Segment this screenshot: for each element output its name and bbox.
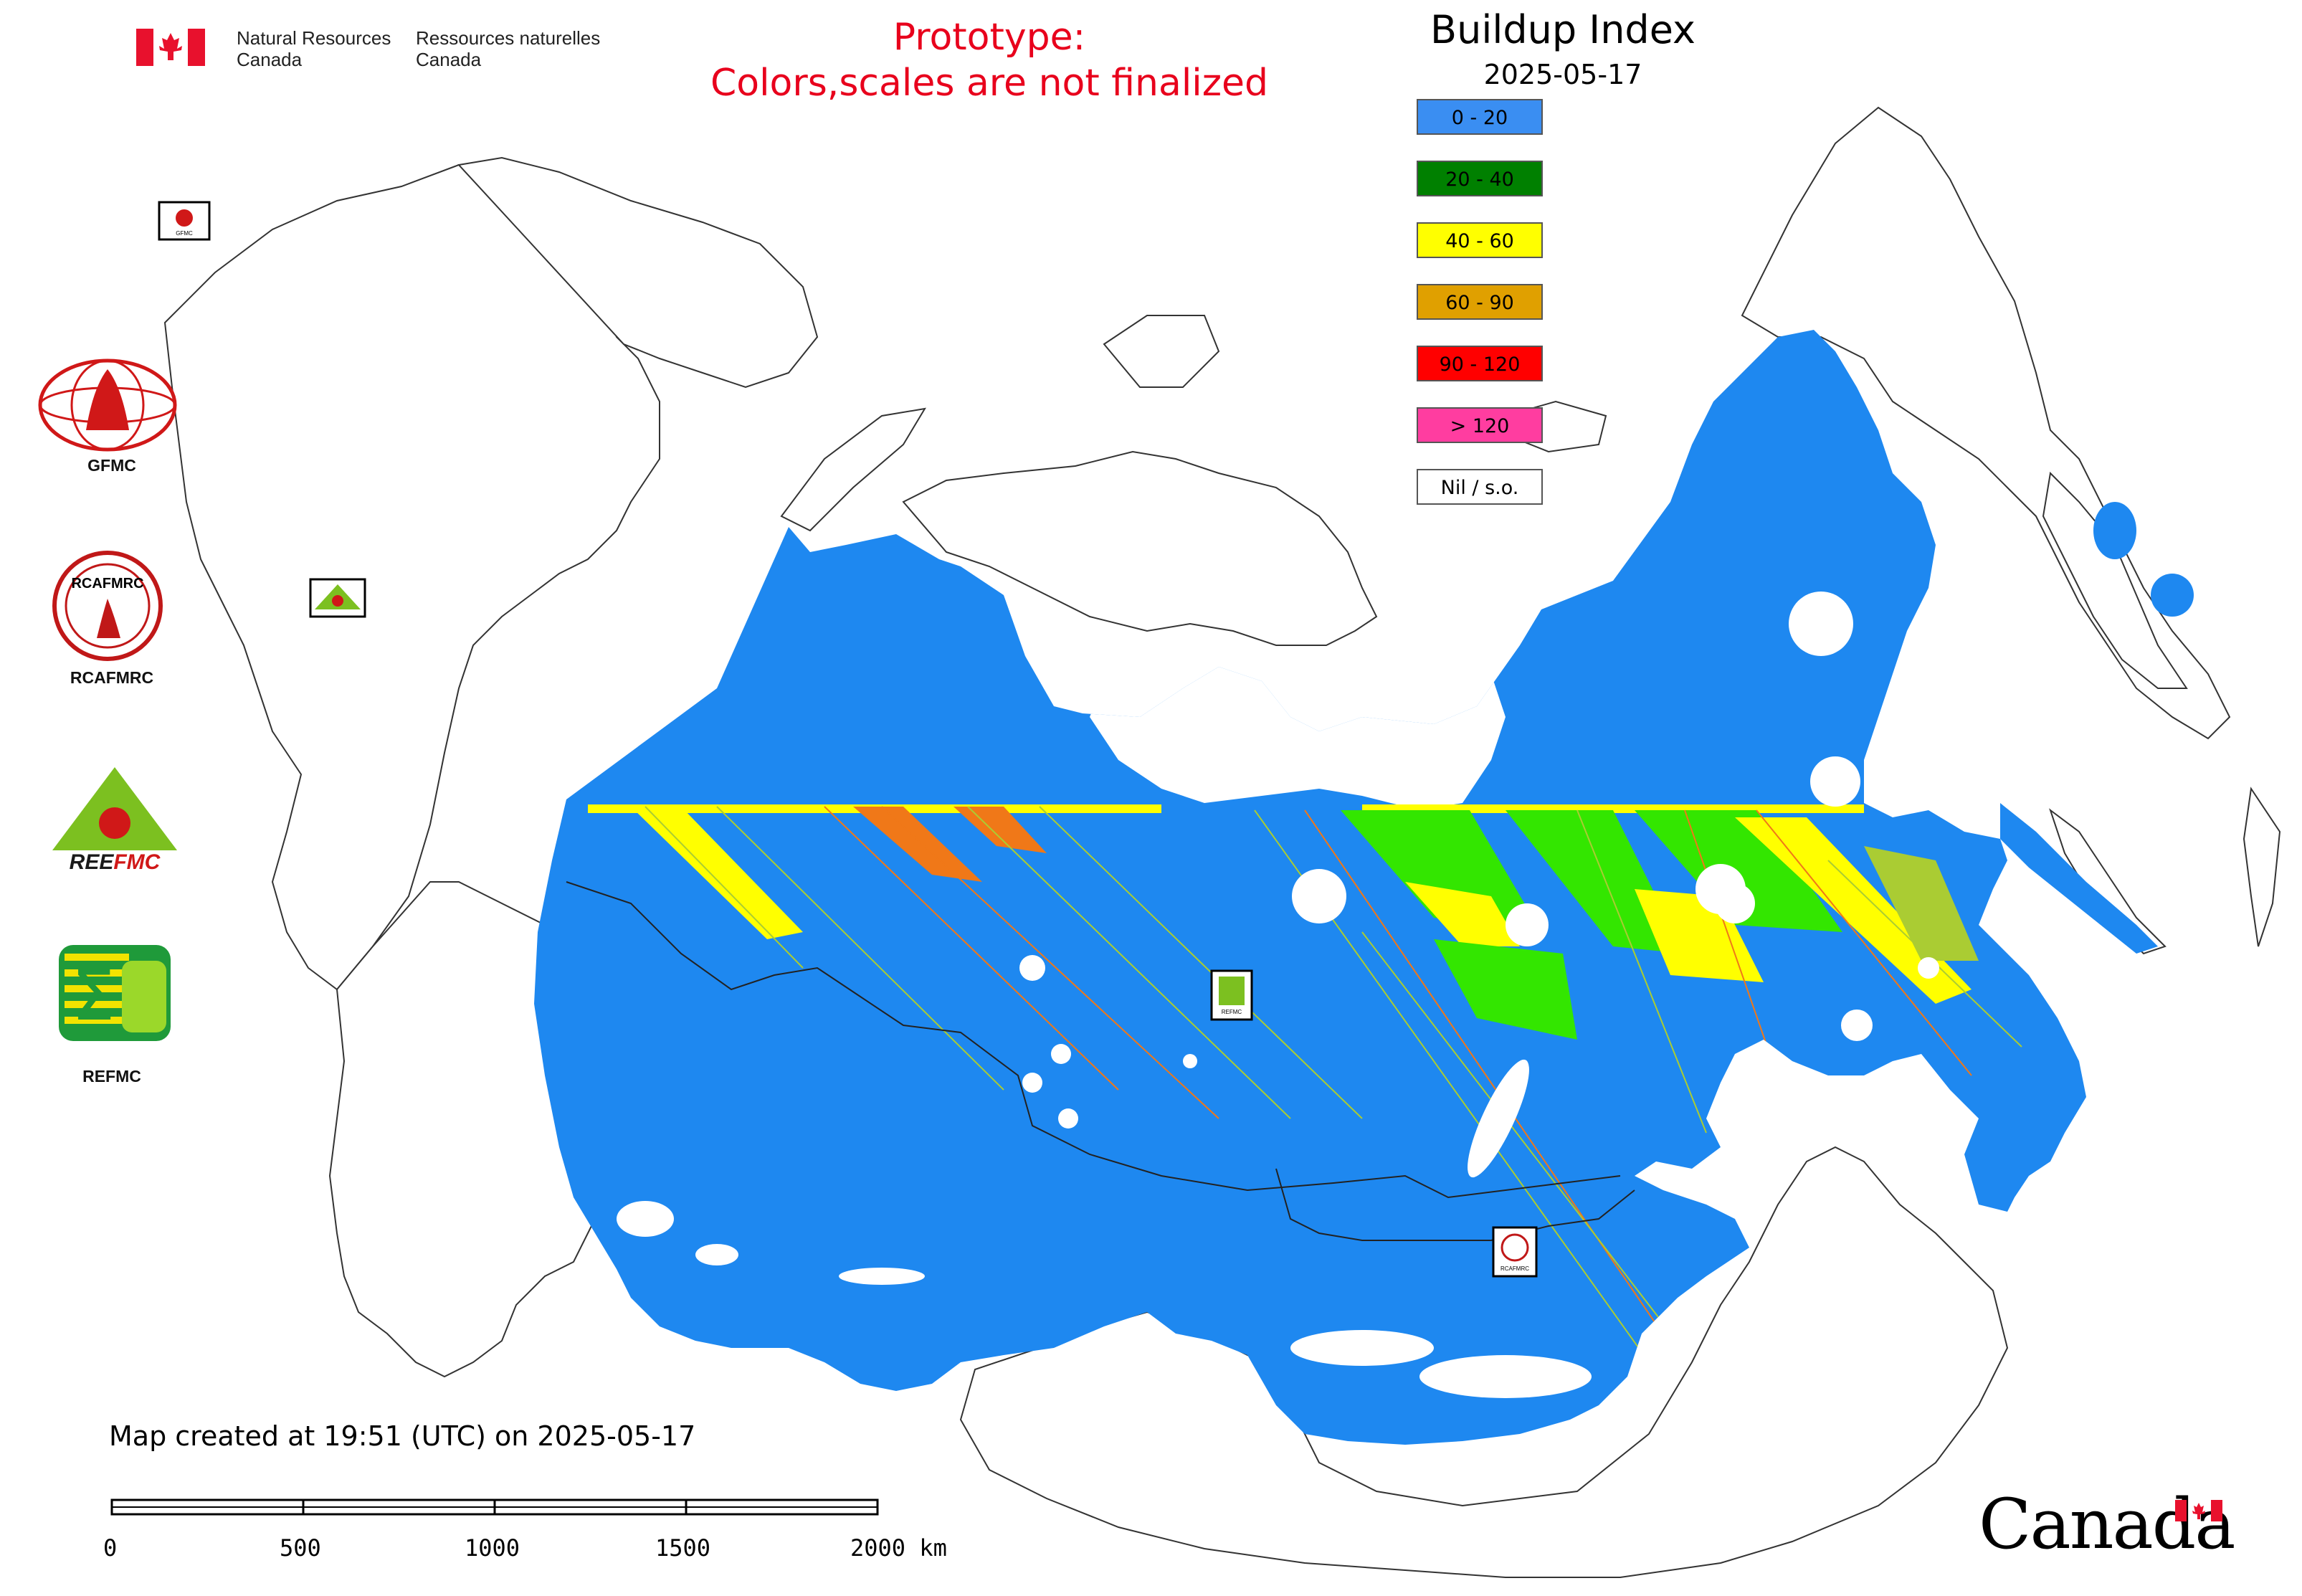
scale-label-1000: 1000 (465, 1534, 520, 1562)
gfmc-label: GFMC (87, 456, 136, 475)
kamchatka-data (2000, 502, 2194, 954)
legend-item-40-60: 40 - 60 (1417, 222, 1543, 258)
legend-item-90-120: 90 - 120 (1417, 346, 1543, 381)
agency-name-fr: Ressources naturelles Canada (416, 27, 617, 70)
rcafmrc-marker[interactable]: RCAFMRC (1492, 1226, 1538, 1278)
europe-outline (328, 881, 596, 1378)
reefmc-wordmark: REEFMC (70, 850, 161, 874)
refmc-marker[interactable]: REFMC (1210, 969, 1253, 1021)
legend-date: 2025-05-17 (1483, 59, 1642, 90)
svg-text:RCAFMRC: RCAFMRC (71, 576, 143, 592)
bui-band (588, 804, 1979, 1040)
legend-item-over-120: > 120 (1417, 407, 1543, 443)
legend-item-60-90: 60 - 90 (1417, 284, 1543, 320)
arctic-islands-outline (1103, 315, 1220, 388)
agency-fr-line1: Ressources naturelles (416, 27, 601, 49)
rcafmrc-label: RCAFMRC (70, 668, 154, 687)
alaska-outline (2242, 787, 2281, 947)
agency-en-line1: Natural Resources (237, 27, 391, 49)
legend-item-nil: Nil / s.o. (1417, 469, 1543, 505)
refmc-label: REFMC (82, 1067, 141, 1086)
gfmc-marker[interactable]: GFMC (158, 201, 211, 241)
prototype-notice: Prototype: Colors,scales are not finaliz… (631, 14, 1348, 106)
svg-text:REFMC: REFMC (1222, 1009, 1242, 1015)
scale-label-0: 0 (103, 1534, 118, 1562)
canada-wordmark: Canada (1979, 1484, 2235, 1564)
svg-text:Σ: Σ (72, 956, 115, 1036)
map-created-timestamp: Map created at 19:51 (UTC) on 2025-05-17 (109, 1420, 696, 1452)
china-outline (959, 1146, 2009, 1578)
agency-name-en: Natural Resources Canada (237, 27, 409, 70)
scale-label-500: 500 (280, 1534, 321, 1562)
scale-label-2000: 2000 km (850, 1534, 947, 1562)
basemap-outlines (163, 106, 2281, 1578)
legend-title: Buildup Index (1430, 7, 1695, 52)
legend-item-20-40: 20 - 40 (1417, 161, 1543, 196)
svg-text:GFMC: GFMC (176, 230, 193, 237)
internal-borders (566, 881, 1635, 1241)
kola-outline (457, 156, 819, 389)
nil-spots (617, 592, 1939, 1398)
gfmc-logo-icon (38, 358, 177, 452)
center-markers: GFMC REFMC RCAFMRC (158, 201, 1538, 1278)
notice-line2: Colors,scales are not finalized (710, 62, 1269, 105)
reefmc-logo-icon: REEFMC (37, 767, 192, 874)
notice-line1: Prototype: (893, 16, 1086, 59)
scale-bar (110, 1498, 879, 1516)
taymyr-outline (902, 450, 1378, 646)
rcafmrc-logo-icon: RCAFMRC (52, 551, 163, 661)
canada-flag-icon (136, 29, 205, 66)
refmc-logo-icon: Σ (59, 945, 171, 1041)
reefmc-marker[interactable] (309, 578, 366, 618)
agency-fr-line2: Canada (416, 49, 482, 70)
svg-text:RCAFMRC: RCAFMRC (1500, 1265, 1529, 1272)
wordmark-flag-icon (2175, 1500, 2222, 1521)
novaya-zemlya-outline (780, 407, 926, 532)
legend-item-0-20: 0 - 20 (1417, 99, 1543, 135)
scale-label-1500: 1500 (655, 1534, 711, 1562)
agency-en-line2: Canada (237, 49, 303, 70)
